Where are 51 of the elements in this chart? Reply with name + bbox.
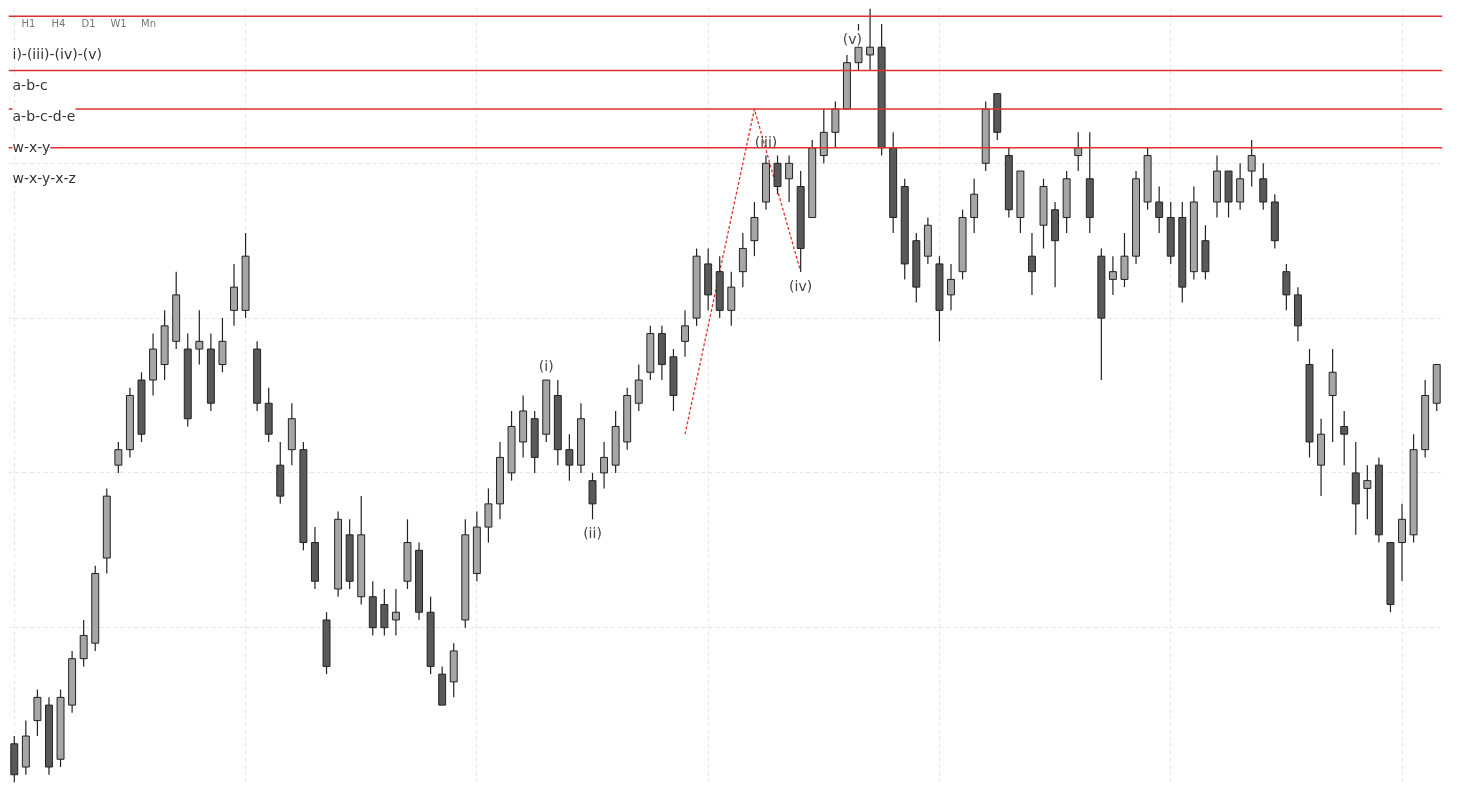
annotation: a-b-c-d-e bbox=[12, 107, 76, 124]
candlestick bbox=[785, 154, 794, 203]
annotation: w-x-y-x-z bbox=[12, 169, 76, 186]
text: (i) bbox=[538, 358, 554, 375]
candlestick bbox=[773, 154, 782, 195]
candlestick bbox=[1120, 232, 1129, 288]
candlestick bbox=[634, 363, 643, 412]
candlestick bbox=[1398, 503, 1406, 582]
candlestick bbox=[1108, 255, 1117, 296]
candlestick bbox=[1247, 139, 1256, 188]
candlestick bbox=[600, 441, 609, 489]
candlestick bbox=[738, 232, 747, 288]
candlestick bbox=[750, 201, 759, 257]
annotation: H4 bbox=[51, 18, 66, 29]
text: (iv) bbox=[789, 277, 813, 294]
candlestick bbox=[1236, 162, 1245, 211]
candlestick bbox=[565, 433, 574, 482]
annotation: Mn bbox=[141, 18, 156, 29]
candlestick bbox=[114, 441, 123, 474]
candlestick bbox=[1282, 263, 1291, 311]
candlestick bbox=[195, 309, 204, 366]
candlestick bbox=[1340, 410, 1349, 466]
candlestick bbox=[727, 271, 736, 327]
text: (v) bbox=[842, 30, 863, 47]
annotation: w-x-y bbox=[12, 138, 51, 155]
candlestick bbox=[947, 263, 955, 311]
candlestick bbox=[33, 689, 42, 737]
candlestick bbox=[1259, 162, 1268, 211]
candlestick bbox=[230, 263, 238, 327]
candlestick bbox=[866, 8, 875, 72]
annotation: a-b-c bbox=[12, 76, 48, 93]
candlestick bbox=[588, 472, 597, 520]
candlestick bbox=[79, 619, 88, 667]
annotation: i)-(iii)-(iv)-(v) bbox=[12, 45, 102, 62]
candlestick bbox=[681, 309, 689, 358]
candlestick bbox=[1027, 232, 1036, 296]
annotation: H1 bbox=[21, 18, 36, 29]
candlestick bbox=[1328, 348, 1337, 443]
candlestick bbox=[819, 108, 828, 164]
candlestick bbox=[380, 588, 389, 637]
text: (ii) bbox=[583, 525, 602, 542]
candlestick bbox=[484, 487, 493, 544]
annotation: W1 bbox=[110, 18, 127, 29]
text: (iii) bbox=[754, 133, 778, 150]
candlestick bbox=[391, 588, 400, 637]
candlestick bbox=[831, 100, 840, 149]
candlestick bbox=[218, 317, 227, 373]
annotation: D1 bbox=[81, 18, 96, 29]
candlestick bbox=[1363, 464, 1372, 520]
candlestick bbox=[1155, 185, 1164, 234]
candlestick bbox=[970, 178, 979, 234]
